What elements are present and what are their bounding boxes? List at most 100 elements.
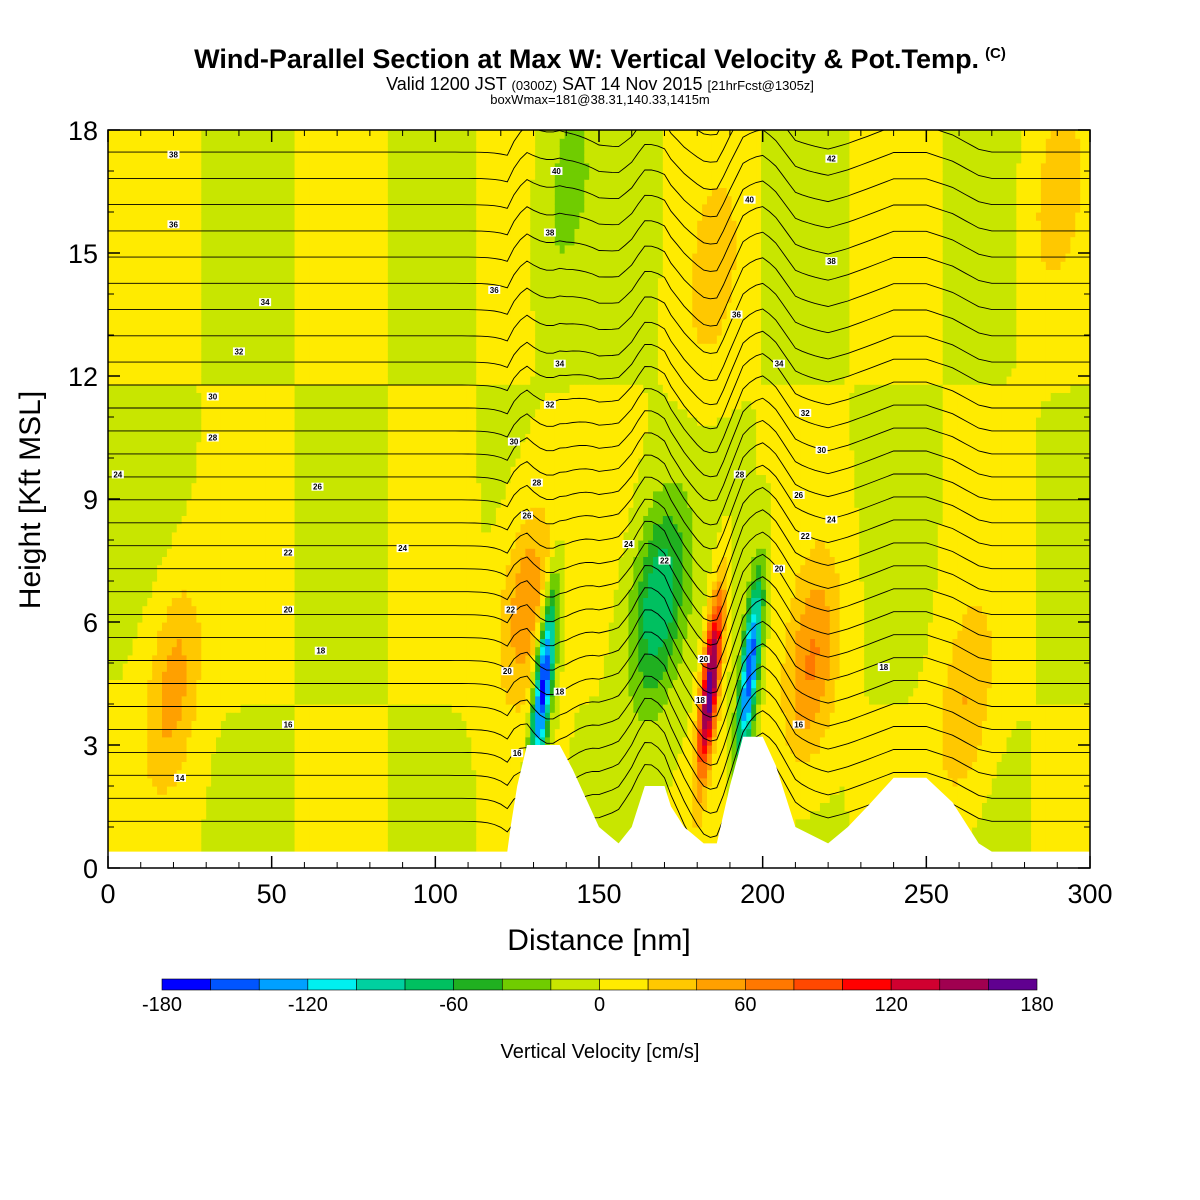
w-cell: [265, 688, 271, 697]
w-cell: [270, 155, 276, 164]
w-cell: [339, 425, 345, 434]
w-cell: [250, 622, 256, 631]
w-cell: [113, 540, 119, 549]
w-cell: [177, 319, 183, 328]
w-cell: [309, 294, 315, 303]
w-cell: [241, 237, 247, 246]
w-cell: [162, 212, 168, 221]
w-cell: [172, 294, 178, 303]
w-cell: [137, 696, 143, 705]
w-cell: [309, 204, 315, 213]
w-cell: [241, 204, 247, 213]
w-cell: [206, 220, 212, 229]
w-cell: [113, 753, 119, 762]
w-cell: [137, 556, 143, 565]
w-cell: [196, 392, 202, 401]
w-cell: [162, 778, 168, 787]
w-cell: [329, 138, 335, 147]
w-cell: [113, 269, 119, 278]
w-cell: [280, 319, 286, 328]
w-cell: [162, 606, 168, 615]
w-cell: [354, 278, 360, 287]
w-cell: [206, 802, 212, 811]
w-cell: [191, 647, 197, 656]
w-cell: [211, 442, 217, 451]
w-cell: [358, 753, 364, 762]
w-cell: [363, 409, 369, 418]
w-cell: [182, 146, 188, 155]
w-cell: [162, 524, 168, 533]
w-cell: [206, 581, 212, 590]
w-cell: [290, 130, 296, 139]
w-cell: [344, 524, 350, 533]
w-cell: [250, 220, 256, 229]
w-cell: [108, 146, 114, 155]
w-cell: [324, 835, 330, 844]
w-cell: [295, 368, 301, 377]
w-cell: [206, 327, 212, 336]
w-cell: [309, 335, 315, 344]
w-cell: [162, 655, 168, 664]
w-cell: [285, 843, 291, 852]
w-cell: [162, 819, 168, 828]
w-cell: [231, 811, 237, 820]
w-cell: [172, 671, 178, 680]
w-cell: [299, 483, 305, 492]
w-cell: [216, 286, 222, 295]
w-cell: [324, 819, 330, 828]
w-cell: [162, 712, 168, 721]
w-cell: [241, 433, 247, 442]
w-cell: [324, 761, 330, 770]
w-cell: [216, 737, 222, 746]
w-cell: [128, 351, 134, 360]
w-cell: [236, 204, 242, 213]
w-cell: [275, 753, 281, 762]
w-cell: [314, 753, 320, 762]
w-cell: [270, 606, 276, 615]
w-cell: [265, 310, 271, 319]
w-cell: [314, 409, 320, 418]
w-cell: [358, 770, 364, 779]
w-cell: [147, 663, 153, 672]
w-cell: [344, 753, 350, 762]
w-cell: [226, 343, 232, 352]
w-cell: [147, 696, 153, 705]
w-cell: [295, 294, 301, 303]
w-cell: [201, 155, 207, 164]
w-cell: [304, 778, 310, 787]
w-cell: [304, 343, 310, 352]
w-cell: [128, 245, 134, 254]
w-cell: [128, 753, 134, 762]
w-cell: [280, 647, 286, 656]
w-cell: [324, 704, 330, 713]
w-cell: [344, 442, 350, 451]
w-cell: [113, 786, 119, 795]
w-cell: [275, 196, 281, 205]
w-cell: [172, 811, 178, 820]
w-cell: [108, 163, 114, 172]
w-cell: [113, 589, 119, 598]
w-cell: [172, 187, 178, 196]
w-cell: [133, 425, 139, 434]
w-cell: [285, 433, 291, 442]
w-cell: [349, 827, 355, 836]
w-cell: [285, 770, 291, 779]
w-cell: [255, 351, 261, 360]
w-cell: [285, 786, 291, 795]
w-cell: [172, 384, 178, 393]
w-cell: [245, 425, 251, 434]
w-cell: [162, 614, 168, 623]
w-cell: [329, 220, 335, 229]
w-cell: [344, 589, 350, 598]
w-cell: [196, 368, 202, 377]
w-cell: [344, 417, 350, 426]
w-cell: [221, 778, 227, 787]
w-cell: [250, 606, 256, 615]
w-cell: [182, 466, 188, 475]
w-cell: [309, 696, 315, 705]
w-cell: [329, 474, 335, 483]
w-cell: [128, 671, 134, 680]
w-cell: [275, 319, 281, 328]
w-cell: [329, 409, 335, 418]
w-cell: [133, 327, 139, 336]
